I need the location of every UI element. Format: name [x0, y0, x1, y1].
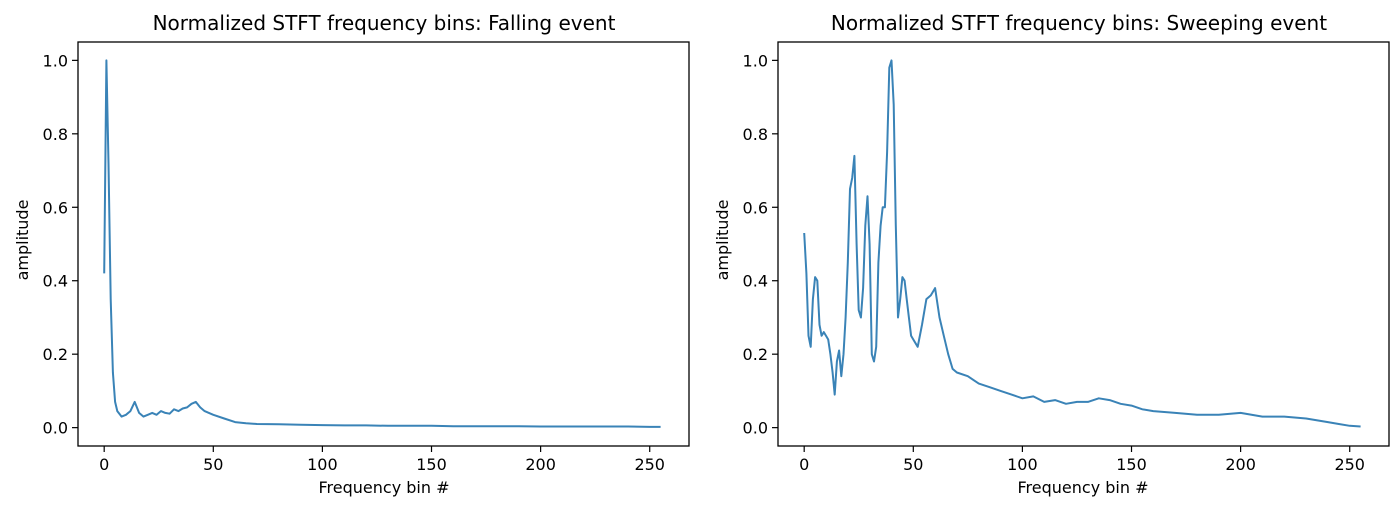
tick-layer: 0 50 100 150 200 250 0.0 0.2 0.4 0.6 0.8 1.0: [743, 51, 1365, 474]
series-line: [803, 59, 1361, 428]
y-axis-label: amplitude: [713, 200, 732, 281]
x-tick-label: 0: [799, 455, 809, 474]
x-tick-label: 250: [1334, 455, 1365, 474]
y-tick-label: 0.6: [743, 198, 768, 217]
y-tick-label: 0.6: [43, 198, 68, 217]
plot-frame: [77, 41, 690, 447]
x-tick-label: 150: [1116, 455, 1147, 474]
x-axis-label: Frequency bin #: [319, 478, 450, 497]
plot-frame: [777, 41, 1390, 447]
series-line: [103, 59, 661, 428]
y-tick-label: 0.4: [43, 272, 68, 291]
chart-falling-event: Normalized STFT frequency bins: Falling …: [13, 11, 690, 497]
y-tick-label: 0.2: [43, 345, 68, 364]
series-layer: [103, 59, 661, 428]
x-tick-label: 250: [634, 455, 665, 474]
x-tick-label: 100: [1007, 455, 1038, 474]
y-tick-label: 0.2: [743, 345, 768, 364]
x-tick-label: 50: [903, 455, 923, 474]
x-tick-label: 0: [99, 455, 109, 474]
y-tick-label: 1.0: [743, 51, 768, 70]
x-tick-label: 50: [203, 455, 223, 474]
x-tick-label: 100: [307, 455, 338, 474]
y-tick-label: 0.0: [743, 419, 768, 438]
x-tick-label: 200: [1225, 455, 1256, 474]
x-axis-label: Frequency bin #: [1018, 478, 1149, 497]
y-tick-label: 1.0: [43, 51, 68, 70]
y-tick-label: 0.8: [43, 125, 68, 144]
tick-layer: 0 50 100 150 200 250 0.0 0.2 0.4 0.6 0.8 1.0: [43, 51, 665, 474]
series-layer: [803, 59, 1361, 428]
x-tick-label: 200: [525, 455, 556, 474]
chart-title: Normalized STFT frequency bins: Sweeping…: [831, 11, 1327, 35]
x-tick-label: 150: [416, 455, 447, 474]
y-axis-label: amplitude: [13, 200, 32, 281]
y-tick-label: 0.4: [743, 272, 768, 291]
chart-sweeping-event: Normalized STFT frequency bins: Sweeping…: [713, 11, 1390, 497]
y-tick-label: 0.8: [743, 125, 768, 144]
y-tick-label: 0.0: [43, 419, 68, 438]
chart-title: Normalized STFT frequency bins: Falling …: [153, 11, 616, 35]
